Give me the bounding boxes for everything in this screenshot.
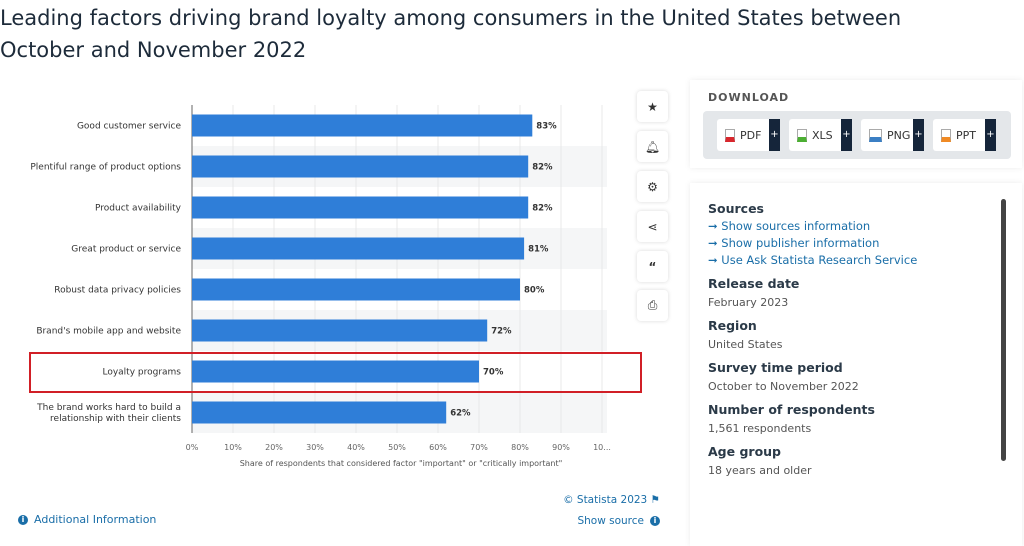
data-label: 62%	[450, 409, 471, 419]
download-panel: DOWNLOAD PDF + XLS + PNG + PPT +	[690, 80, 1022, 168]
link-label: Use Ask Statista Research Service	[721, 253, 918, 267]
bar	[192, 237, 525, 260]
additional-information-label: Additional Information	[34, 513, 157, 526]
quote-icon: “	[648, 259, 657, 274]
data-label: 82%	[532, 163, 553, 173]
category-label: relationship with their clients	[50, 414, 181, 424]
share-icon: ⋖	[647, 219, 658, 234]
settings-button[interactable]: ⚙	[637, 171, 668, 202]
x-tick-label: 90%	[552, 443, 570, 452]
pdf-label: PDF	[740, 128, 762, 142]
category-label: The brand works hard to build a	[36, 403, 181, 413]
info-icon: i	[650, 516, 660, 526]
copyright-text: © Statista 2023	[563, 494, 648, 506]
ask-statista-link[interactable]: ➞ Use Ask Statista Research Service	[708, 253, 918, 267]
ppt-file-icon	[941, 128, 951, 142]
highlight-box	[29, 352, 642, 393]
region-value: United States	[708, 338, 783, 351]
x-tick-label: 0%	[186, 443, 199, 452]
release-date-value: February 2023	[708, 296, 789, 309]
age-group-heading: Age group	[708, 444, 781, 459]
category-label: Robust data privacy policies	[54, 286, 181, 296]
plus-icon[interactable]: +	[913, 119, 924, 151]
page-title: Leading factors driving brand loyalty am…	[0, 6, 902, 62]
category-label: Good customer service	[77, 122, 182, 132]
age-group-value: 18 years and older	[708, 464, 812, 477]
download-pdf-button[interactable]: PDF +	[717, 119, 780, 151]
x-tick-label: 30%	[306, 443, 324, 452]
png-image-icon	[869, 128, 882, 142]
respondents-heading: Number of respondents	[708, 402, 875, 417]
bar	[192, 114, 533, 137]
data-label: 82%	[532, 204, 553, 214]
survey-period-heading: Survey time period	[708, 360, 843, 375]
data-label: 80%	[524, 286, 545, 296]
x-tick-label: 50%	[388, 443, 406, 452]
ppt-label: PPT	[956, 128, 976, 142]
region-heading: Region	[708, 318, 757, 333]
download-xls-button[interactable]: XLS +	[789, 119, 852, 151]
bar	[192, 360, 479, 383]
data-label: 83%	[536, 122, 557, 132]
info-icon: i	[18, 514, 28, 525]
download-ppt-button[interactable]: PPT +	[933, 119, 996, 151]
bell-icon: 🔔︎	[644, 139, 661, 154]
data-label: 70%	[483, 368, 504, 378]
plus-icon[interactable]: +	[985, 119, 996, 151]
additional-information-link[interactable]: i Additional Information	[18, 513, 156, 526]
show-source-label: Show source	[577, 515, 644, 527]
x-tick-label: 70%	[470, 443, 488, 452]
data-label: 81%	[528, 245, 549, 255]
x-tick-label: 40%	[347, 443, 365, 452]
statistic-details-panel: Sources ➞ Show sources information ➞ Sho…	[690, 183, 1022, 546]
bar	[192, 278, 520, 301]
print-button[interactable]: ⎙	[637, 290, 668, 321]
x-tick-label: 80%	[511, 443, 529, 452]
bar	[192, 155, 529, 178]
sources-heading: Sources	[708, 201, 764, 216]
share-button[interactable]: ⋖	[637, 211, 668, 242]
cite-button[interactable]: “	[637, 251, 668, 282]
category-label: Product availability	[95, 204, 182, 214]
plus-icon[interactable]: +	[841, 119, 852, 151]
bar	[192, 196, 529, 219]
category-label: Loyalty programs	[102, 368, 181, 378]
link-label: Show sources information	[721, 219, 871, 233]
x-axis-title: Share of respondents that considered fac…	[240, 459, 563, 468]
print-icon: ⎙	[647, 298, 658, 312]
copyright: © Statista 2023 ⚑	[563, 494, 660, 506]
x-tick-label: 10%	[224, 443, 242, 452]
pdf-file-icon	[725, 128, 735, 142]
x-tick-label: 20%	[265, 443, 283, 452]
category-label: Plentiful range of product options	[30, 163, 181, 173]
respondents-value: 1,561 respondents	[708, 422, 812, 435]
release-date-heading: Release date	[708, 276, 800, 291]
bar	[192, 401, 447, 424]
show-publisher-link[interactable]: ➞ Show publisher information	[708, 236, 880, 250]
bar	[192, 319, 488, 342]
survey-period-value: October to November 2022	[708, 380, 859, 393]
category-label: Brand's mobile app and website	[36, 327, 181, 337]
link-label: Show publisher information	[721, 236, 880, 250]
star-icon: ★	[647, 99, 658, 114]
bar-chart: 0% 10% 20% 30% 40% 50% 60% 70% 80% 90% 10... Good c…	[30, 105, 611, 468]
xls-file-icon	[797, 128, 807, 142]
x-tick-label: 10...	[593, 443, 611, 452]
gear-icon: ⚙	[647, 179, 658, 194]
png-label: PNG	[887, 128, 911, 142]
notify-button[interactable]: 🔔︎	[637, 131, 668, 162]
download-heading: DOWNLOAD	[708, 91, 790, 104]
scrollbar[interactable]	[1001, 199, 1006, 461]
download-png-button[interactable]: PNG +	[861, 119, 924, 151]
x-tick-label: 60%	[429, 443, 447, 452]
plus-icon[interactable]: +	[769, 119, 780, 151]
favorite-button[interactable]: ★	[637, 91, 668, 122]
show-source-link[interactable]: Show source i	[577, 515, 660, 527]
xls-label: XLS	[812, 128, 833, 142]
data-label: 72%	[491, 327, 512, 337]
category-label: Great product or service	[71, 245, 181, 255]
flag-icon: ⚑	[650, 494, 660, 506]
show-sources-link[interactable]: ➞ Show sources information	[708, 219, 871, 233]
